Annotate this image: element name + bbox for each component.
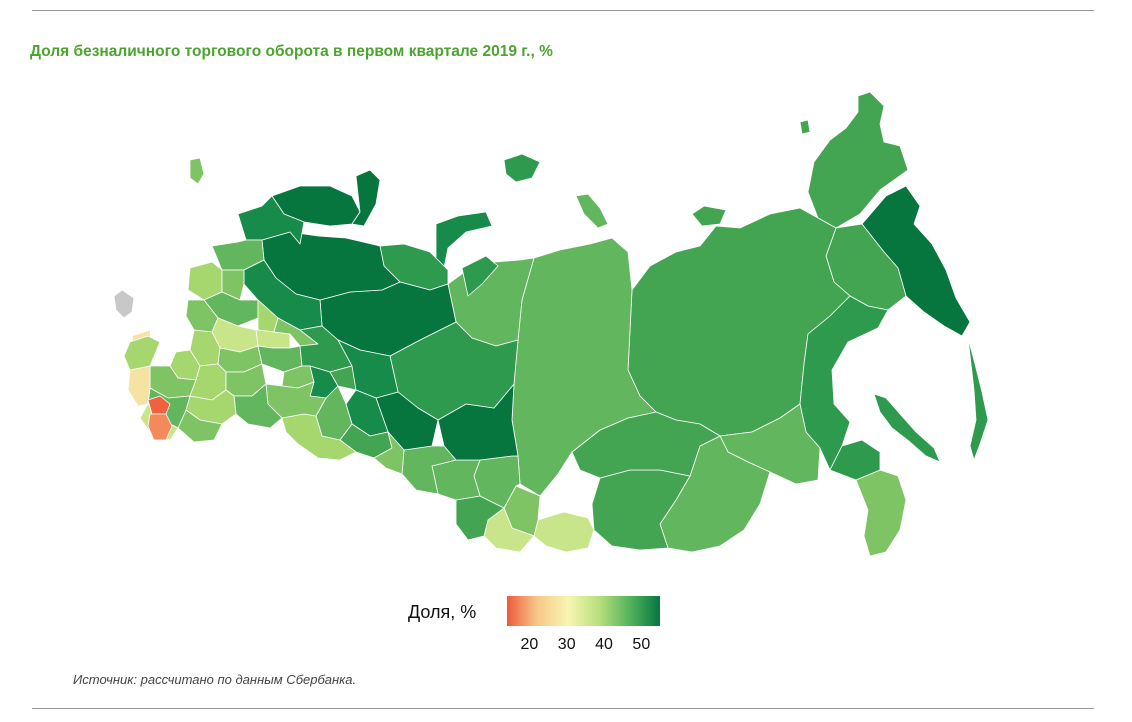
region-kola xyxy=(351,169,381,227)
region-primorye xyxy=(855,469,907,557)
bottom-rule xyxy=(32,708,1094,709)
legend-tick-label: 20 xyxy=(520,636,539,653)
region-franz-josef xyxy=(503,153,541,183)
legend-tick-label: 40 xyxy=(595,636,613,653)
region-kurgan xyxy=(373,431,405,475)
legend-tick-label: 50 xyxy=(632,636,651,653)
region-severnaya-zemlya xyxy=(575,193,609,229)
region-sakhalin xyxy=(873,393,941,463)
region-chechnya-dagestan xyxy=(147,413,173,441)
legend-color-bar xyxy=(507,596,660,626)
region-no-data xyxy=(113,289,135,319)
region-chukotka xyxy=(807,91,909,229)
region-krasnodar xyxy=(127,365,151,407)
region-novosibirsk xyxy=(431,459,481,501)
region-jewish xyxy=(829,439,881,481)
region-altai-rep xyxy=(483,507,535,553)
legend-title: Доля, % xyxy=(408,602,477,622)
region-novgorod xyxy=(221,269,245,301)
region-yamal-islands xyxy=(461,255,499,297)
region-wrangel xyxy=(691,205,727,227)
source-note: Источник: рассчитано по данным Сбербанка… xyxy=(73,672,357,687)
region-novosibirsk-islands xyxy=(799,119,811,135)
region-tuva xyxy=(533,511,595,553)
region-kaliningrad-west xyxy=(123,335,161,371)
region-saratov xyxy=(233,383,283,429)
chart-title: Доля безналичного торгового оборота в пе… xyxy=(30,43,553,60)
legend-tick-label: 30 xyxy=(557,636,576,653)
region-omsk xyxy=(401,445,457,495)
region-north-caucasus-a xyxy=(147,395,171,415)
region-kaliningrad xyxy=(189,157,205,185)
region-kuril xyxy=(967,337,989,461)
top-rule xyxy=(32,10,1094,11)
